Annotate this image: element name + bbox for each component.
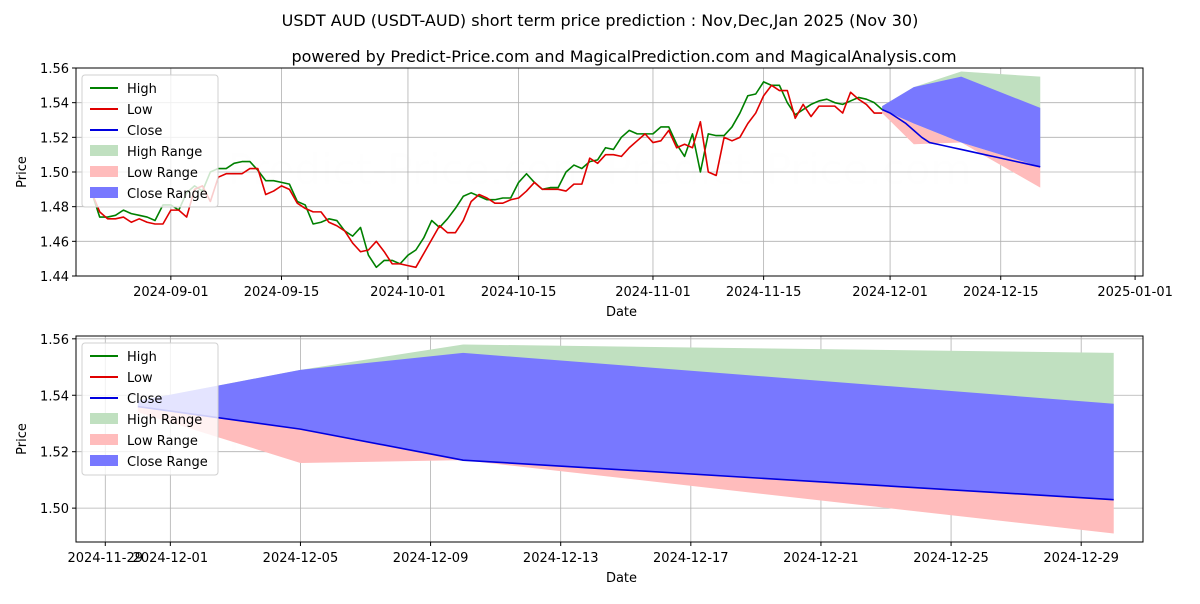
x-tick-label: 2024-12-13 (523, 551, 599, 566)
x-tick-label: 2024-11-29 (67, 551, 143, 566)
legend-label: Low Range (127, 434, 198, 449)
axes-frame (75, 335, 1144, 543)
chart-subtitle: powered by Predict-Price.com and Magical… (291, 47, 956, 66)
x-tick-label: 2024-12-25 (913, 551, 989, 566)
x-tick-label: 2024-11-01 (615, 285, 691, 300)
y-tick-label: 1.44 (40, 270, 69, 285)
x-tick-label: 2024-12-15 (963, 285, 1039, 300)
range-band-close-range (137, 352, 1114, 500)
y-tick-label: 1.48 (40, 201, 69, 216)
legend-label: High (127, 82, 157, 97)
legend-swatch-low-range (90, 434, 118, 445)
x-tick-label: 2024-12-01 (852, 285, 928, 300)
y-axis-label: Price (15, 423, 30, 455)
legend-label: Low (127, 371, 153, 386)
legend-swatch-close-range (90, 455, 118, 466)
range-band-close-range (882, 76, 1041, 167)
chart-panel-history: Predict-Price.com Predict-Price.com 2024-… (15, 62, 1173, 320)
chart-title: USDT AUD (USDT-AUD) short term price pre… (282, 11, 919, 30)
x-tick-label: 2024-12-29 (1043, 551, 1119, 566)
x-tick-label: 2024-11-15 (726, 285, 802, 300)
plot-area (137, 344, 1114, 534)
plot-area (91, 71, 1041, 269)
legend-label: Low Range (127, 166, 198, 181)
legend-swatch-close-range (90, 187, 118, 198)
legend-swatch-high-range (90, 145, 118, 156)
y-tick-label: 1.52 (40, 131, 69, 146)
x-tick-label: 2024-12-01 (133, 551, 209, 566)
y-axis-label: Price (15, 156, 30, 188)
y-tick-label: 1.50 (40, 166, 69, 181)
legend-swatch-high-range (90, 413, 118, 424)
range-band-low-range (882, 109, 1041, 188)
legend-label: Close Range (127, 455, 208, 470)
series-line-low (91, 84, 883, 269)
y-tick-label: 1.56 (40, 333, 69, 348)
legend-label: High Range (127, 413, 202, 428)
y-tick-label: 1.50 (40, 502, 69, 517)
y-tick-label: 1.54 (40, 389, 69, 404)
chart-panel-forecast: Predict-Price.com Predict-Price.com2024-… (15, 333, 1144, 586)
series-line-close (881, 108, 1041, 168)
x-tick-label: 2024-09-01 (133, 285, 209, 300)
series-line-high (91, 81, 883, 269)
legend-label: Low (127, 103, 153, 118)
y-tick-label: 1.52 (40, 446, 69, 461)
legend-label: Close Range (127, 187, 208, 202)
range-band-low-range (137, 406, 1114, 534)
x-tick-label: 2024-12-17 (653, 551, 729, 566)
x-axis-label: Date (606, 571, 637, 586)
legend-swatch-low-range (90, 166, 118, 177)
x-tick-label: 2024-12-21 (783, 551, 859, 566)
x-tick-label: 2025-01-01 (1097, 285, 1173, 300)
x-tick-label: 2024-12-05 (263, 551, 339, 566)
x-tick-label: 2024-10-15 (481, 285, 557, 300)
legend-label: Close (127, 392, 162, 407)
x-tick-label: 2024-10-01 (370, 285, 446, 300)
legend-label: High (127, 350, 157, 365)
x-tick-label: 2024-09-15 (244, 285, 320, 300)
legend-label: Close (127, 124, 162, 139)
series-line-close (137, 405, 1114, 501)
y-tick-label: 1.56 (40, 62, 69, 77)
legend-label: High Range (127, 145, 202, 160)
x-tick-label: 2024-12-09 (393, 551, 469, 566)
x-axis-label: Date (606, 305, 637, 320)
y-tick-label: 1.54 (40, 97, 69, 112)
y-tick-label: 1.46 (40, 235, 69, 250)
watermark-text: Predict-Price.com Predict-Price.com (227, 145, 971, 194)
